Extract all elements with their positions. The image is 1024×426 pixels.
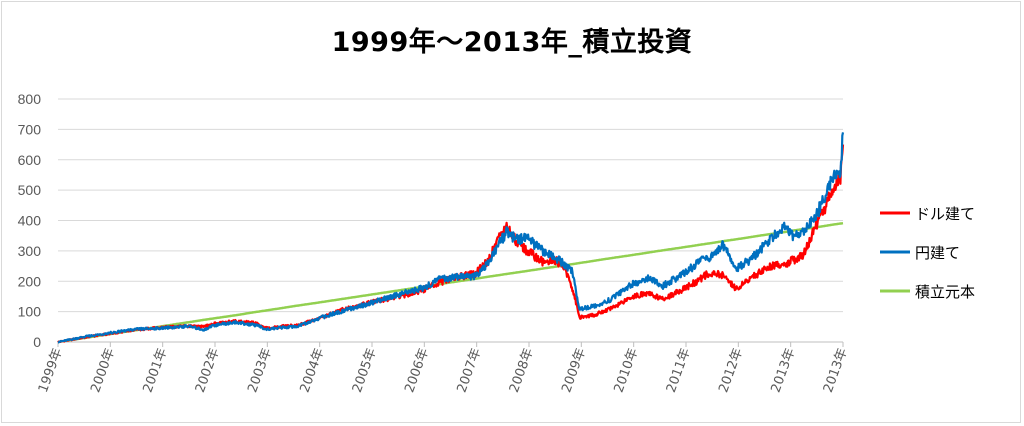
y-axis-ticks: 0 100 200 300 400 500 600 700 800 <box>18 91 42 350</box>
y-tick-label: 100 <box>18 304 42 320</box>
y-tick-label: 400 <box>18 213 42 229</box>
x-axis-ticks: 1999年 2000年 2001年 2002年 2003年 2004年 2005年 2006年… <box>36 342 851 395</box>
series-line-principal <box>57 221 844 344</box>
chart-title: 1999年～2013年_積立投資 <box>331 27 693 58</box>
x-tick-label: 2013年 <box>769 346 799 394</box>
x-tick-label: 1999年 <box>36 346 66 394</box>
legend-label: 円建て <box>915 244 960 262</box>
x-tick-label: 2010年 <box>612 346 642 394</box>
x-tick-label: 2009年 <box>559 346 589 394</box>
x-tick-label: 2007年 <box>455 346 485 394</box>
y-tick-label: 0 <box>33 334 41 350</box>
x-tick-label: 2001年 <box>141 346 171 394</box>
x-tick-label: 2003年 <box>245 346 275 394</box>
x-tick-label: 2002年 <box>193 346 223 394</box>
y-tick-label: 200 <box>18 273 42 289</box>
x-tick-label: 2000年 <box>88 346 118 394</box>
x-tick-label: 2006年 <box>402 346 432 394</box>
y-tick-label: 700 <box>18 121 42 137</box>
series-line-usd <box>57 144 845 344</box>
x-tick-label: 2011年 <box>664 346 694 394</box>
legend-label: 積立元本 <box>915 283 975 301</box>
x-tick-label: 2012年 <box>716 346 746 394</box>
x-tick-label: 2008年 <box>507 346 537 394</box>
legend-label: ドル建て <box>915 205 975 223</box>
x-tick-label: 2005年 <box>350 346 380 394</box>
series-lines <box>57 132 845 344</box>
y-tick-label: 800 <box>18 91 42 107</box>
x-tick-label: 2013年 <box>821 346 851 394</box>
y-tick-label: 600 <box>18 152 42 168</box>
y-tick-label: 500 <box>18 182 42 198</box>
x-tick-label: 2004年 <box>298 346 328 394</box>
y-tick-label: 300 <box>18 243 42 259</box>
series-line-jpy <box>57 132 845 344</box>
gridlines <box>58 98 843 343</box>
